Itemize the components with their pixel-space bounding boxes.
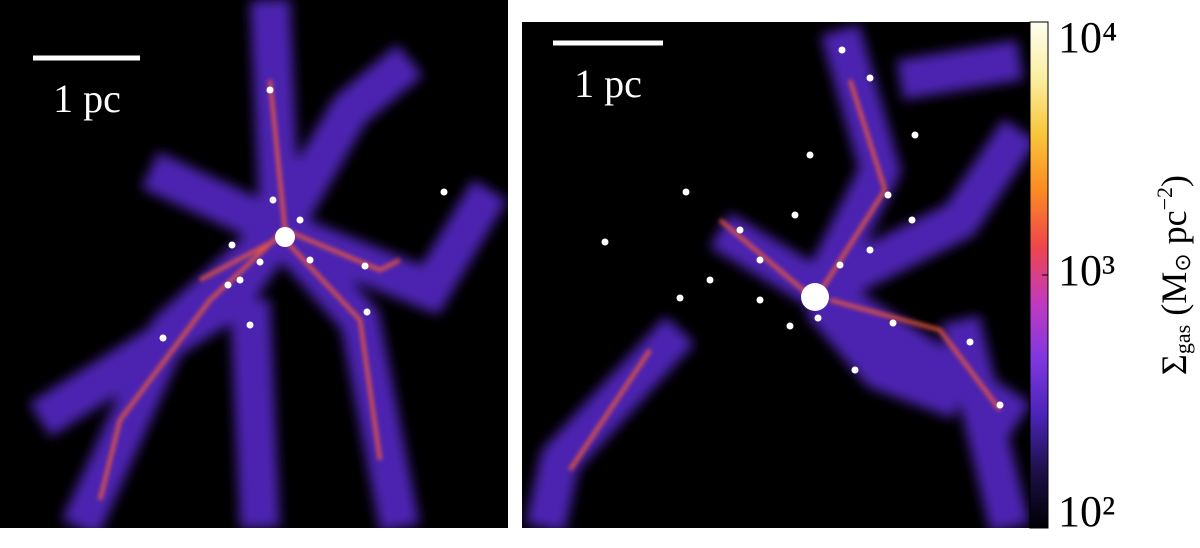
tick-label: 10³ — [1058, 246, 1115, 295]
label-part: (M — [1154, 272, 1194, 325]
label-part: −2 — [1152, 187, 1177, 210]
label-part: Σ — [1154, 354, 1194, 375]
density-map-right — [522, 22, 1030, 528]
colorbar-label: Σgas (M⊙ pc−2) — [1152, 175, 1195, 375]
label-part: ) — [1154, 175, 1194, 187]
scale-bar-label: 1 pc — [574, 61, 642, 106]
density-map-left — [0, 0, 508, 528]
label-part: pc — [1154, 210, 1194, 253]
label-part: ⊙ — [1170, 253, 1195, 271]
tick-label: 10⁴ — [1058, 13, 1117, 62]
scale-bar-label: 1 pc — [53, 76, 121, 121]
label-part: gas — [1170, 325, 1195, 354]
tick-label: 10² — [1058, 487, 1115, 536]
